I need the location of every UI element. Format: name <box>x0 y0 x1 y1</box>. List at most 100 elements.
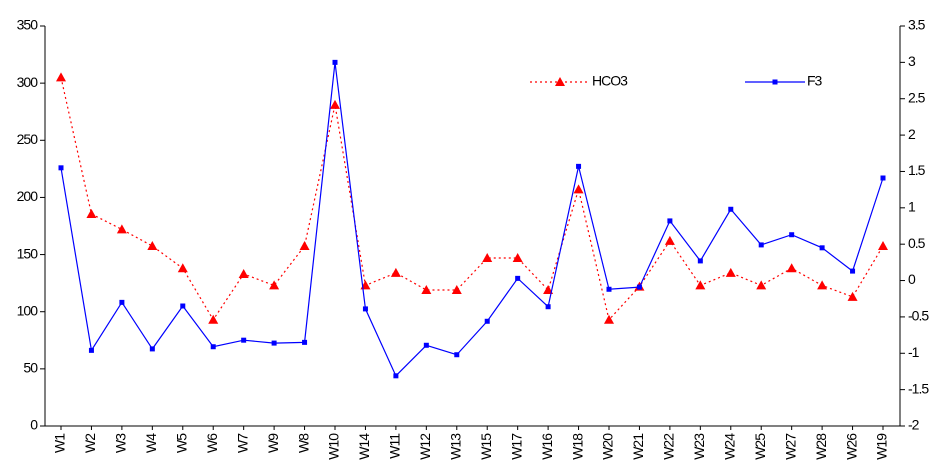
x-tick-label: W6 <box>204 433 220 453</box>
point <box>555 77 565 86</box>
x-tick-label: W14 <box>356 433 372 460</box>
y2-tick-label: 3 <box>908 53 916 69</box>
point <box>177 263 188 273</box>
y2-tick-label: -2 <box>908 417 920 433</box>
series-line <box>60 62 884 377</box>
point <box>210 344 216 350</box>
point <box>454 352 460 358</box>
x-tick-label: W22 <box>661 433 677 460</box>
y-tick-label: 200 <box>17 188 39 204</box>
y2-tick-label: 2 <box>908 126 916 142</box>
y2-tick-label: 0 <box>908 271 916 287</box>
y2-tick-label: -1.5 <box>908 380 929 396</box>
point <box>180 303 186 309</box>
x-tick-label: W5 <box>173 433 189 453</box>
point <box>390 267 401 277</box>
x-tick-label: W28 <box>813 433 829 460</box>
x-tick-label: W20 <box>600 433 616 460</box>
y-tick-label: 100 <box>17 302 39 318</box>
y2-tick-label: 1.5 <box>908 162 926 178</box>
y2-tick-label: 1 <box>908 199 916 215</box>
point <box>116 224 127 234</box>
point <box>695 280 706 290</box>
point <box>664 235 675 245</box>
point <box>819 245 825 251</box>
x-tick-label: W17 <box>508 433 524 460</box>
x-tick-label: W21 <box>630 433 646 460</box>
legend-label: F3 <box>807 73 823 89</box>
x-tick-label: W2 <box>82 433 98 453</box>
point <box>789 232 795 238</box>
x-tick-label: W9 <box>265 433 281 453</box>
point <box>878 241 888 250</box>
point <box>269 280 280 290</box>
point <box>208 314 219 324</box>
y2-tick-label: -1 <box>908 344 920 360</box>
point <box>330 99 340 109</box>
x-tick-label: W1 <box>52 433 68 453</box>
point <box>606 286 612 292</box>
x-tick-label: W10 <box>326 433 342 460</box>
point <box>86 209 97 218</box>
point <box>543 285 554 294</box>
point <box>725 267 736 277</box>
point <box>573 184 584 194</box>
y-tick-label: 0 <box>30 417 38 433</box>
point <box>423 342 429 348</box>
y-tick-label: 250 <box>17 131 39 147</box>
y2-tick-label: 0.5 <box>908 235 926 251</box>
x-tick-label: W24 <box>721 433 737 460</box>
point <box>728 206 734 212</box>
x-tick-label: W15 <box>478 433 494 460</box>
x-tick-label: W4 <box>143 433 159 453</box>
point <box>847 291 858 301</box>
y-tick-label: 150 <box>17 245 39 261</box>
point <box>758 242 764 248</box>
x-tick-label: W11 <box>387 433 403 459</box>
point <box>484 318 490 324</box>
point <box>393 373 399 379</box>
point <box>772 79 778 85</box>
legend-label: HCO3 <box>592 73 628 89</box>
point <box>545 304 551 310</box>
series-line <box>60 77 884 321</box>
point <box>604 314 614 324</box>
x-tick-label: W23 <box>691 433 707 460</box>
x-tick-label: W8 <box>295 433 311 453</box>
x-tick-label: W18 <box>569 433 585 460</box>
point <box>817 280 828 290</box>
point <box>332 59 338 65</box>
point <box>880 175 886 181</box>
point <box>512 253 523 262</box>
point <box>482 253 493 262</box>
point <box>786 263 797 273</box>
point <box>576 163 582 169</box>
point <box>149 346 155 352</box>
point <box>119 299 125 305</box>
x-tick-label: W3 <box>113 433 129 453</box>
point <box>451 285 462 294</box>
point <box>667 218 673 224</box>
point <box>636 284 642 290</box>
x-tick-label: W25 <box>752 433 768 460</box>
y-tick-label: 50 <box>23 360 38 376</box>
point <box>302 339 308 345</box>
point <box>88 347 94 353</box>
point <box>238 269 249 278</box>
x-tick-label: W19 <box>874 433 890 460</box>
y2-tick-label: 3.5 <box>908 17 926 33</box>
x-tick-label: W16 <box>539 433 555 460</box>
point <box>271 340 277 346</box>
point <box>756 280 767 290</box>
point <box>58 165 64 171</box>
point <box>362 306 368 312</box>
point <box>850 268 856 274</box>
point <box>299 241 310 250</box>
y2-tick-label: 2.5 <box>908 89 926 105</box>
x-tick-label: W12 <box>417 433 433 460</box>
point <box>147 241 158 250</box>
x-tick-label: W26 <box>843 433 859 460</box>
x-tick-label: W7 <box>234 433 250 453</box>
point <box>697 258 703 264</box>
